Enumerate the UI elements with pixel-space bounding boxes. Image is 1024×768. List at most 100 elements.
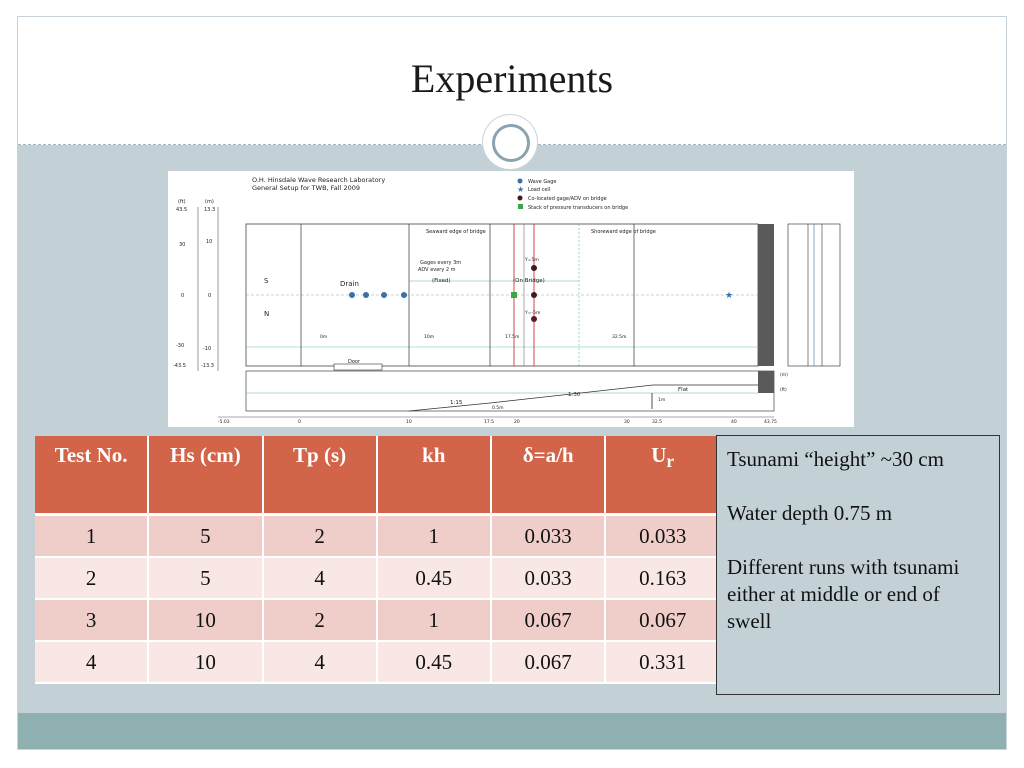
header-delta: δ=a/h: [490, 436, 607, 516]
legend-load-cell: Load cell: [528, 187, 550, 193]
table-row: 4 10 4 0.45 0.067 0.331: [35, 641, 719, 684]
label-door: Door: [348, 359, 361, 365]
label-depth-05: 0.5m: [492, 405, 504, 411]
table-cell: 0.067: [490, 599, 607, 642]
profile-view: [245, 370, 775, 412]
bottom-axis-tick: 40: [731, 419, 737, 425]
bottom-axis-tick: 30: [624, 419, 630, 425]
table-cell: 4: [35, 641, 150, 684]
table-cell: 10: [148, 599, 264, 642]
blue-dot-icon: [517, 178, 523, 184]
table-cell: 4: [262, 641, 378, 684]
table-cell: 0.45: [376, 557, 492, 600]
header-kh: kh: [376, 436, 492, 516]
table-cell: 0.033: [490, 514, 607, 558]
table-cell: 0.033: [490, 557, 607, 600]
svg-text:★: ★: [725, 291, 733, 301]
header-hs: Hs (cm): [148, 436, 264, 516]
bottom-axis-tick: 17.5: [484, 419, 494, 425]
label-depth-1: 1m: [658, 397, 665, 403]
legend-colocated: Co-located gage/ADV on bridge: [528, 196, 607, 202]
table-cell: 1: [376, 514, 492, 558]
note-runs: Different runs with tsunami either at mi…: [727, 555, 960, 633]
experiments-table: Test No. Hs (cm) Tp (s) kh δ=a/h Ur 1 5 …: [35, 436, 719, 684]
label-on-bridge: (On Bridge): [513, 278, 545, 284]
note-water-depth: Water depth 0.75 m: [727, 501, 893, 525]
label-n: N: [264, 310, 269, 318]
axis-ft-tick: -43.5: [173, 363, 186, 369]
green-square-icon: [518, 204, 523, 209]
label-drain: Drain: [340, 280, 359, 288]
axis-ft-tick: 0: [181, 293, 184, 299]
label-32m: 32.5m: [612, 334, 626, 340]
table-cell: 2: [262, 599, 378, 642]
header-ur: Ur: [605, 436, 719, 516]
header-tp: Tp (s): [262, 436, 378, 516]
axis-m-unit: (m): [205, 199, 214, 205]
header-test-no: Test No.: [35, 436, 150, 516]
table-cell: 1: [35, 514, 150, 558]
label-y5m-a: Y=5m: [524, 257, 539, 263]
table-row: 3 10 2 1 0.067 0.067: [35, 599, 719, 642]
label-17m: 17.5m: [505, 334, 519, 340]
table-cell: 0.331: [605, 641, 719, 684]
axis-m-tick: -10: [203, 346, 211, 352]
table-cell: 5: [148, 514, 264, 558]
ring-ornament-icon: [483, 115, 537, 169]
label-s: S: [264, 277, 269, 285]
bottom-axis-tick: 32.5: [652, 419, 662, 425]
bottom-axis-tick: -5.03: [218, 419, 230, 425]
table-cell: 2: [35, 557, 150, 600]
label-seaward: Seaward edge of bridge: [426, 229, 486, 235]
notes-box: Tsunami “height” ~30 cm Water depth 0.75…: [716, 435, 1000, 695]
bottom-axis-tick: 20: [514, 419, 520, 425]
axis-ft-tick: -30: [176, 343, 184, 349]
side-axis-m: (m): [780, 372, 788, 378]
diagram-heading-2: General Setup for TWB, Fall 2009: [252, 184, 360, 192]
dark-dot-icon: [517, 195, 523, 201]
table-cell: 5: [148, 557, 264, 600]
table-cell: 0.067: [605, 599, 719, 642]
axis-m-tick: -13.3: [201, 363, 214, 369]
blue-star-icon: ★: [517, 185, 524, 194]
diagram-svg: O.H. Hinsdale Wave Research Laboratory G…: [173, 176, 841, 425]
table-cell: 3: [35, 599, 150, 642]
slide: Experiments O.H. Hinsdale Wave Research …: [17, 16, 1007, 750]
label-slope-1: 1:15: [450, 400, 463, 406]
label-slope-2: 1:30: [568, 392, 581, 398]
table-row: 2 5 4 0.45 0.033 0.163: [35, 557, 719, 600]
beach-hatch: [758, 224, 774, 366]
table-cell: 1: [376, 599, 492, 642]
label-0m: 0m: [320, 334, 327, 340]
table-row: 1 5 2 1 0.033 0.033: [35, 514, 719, 558]
axis-ft-tick: 30: [179, 242, 185, 248]
lab-setup-diagram: O.H. Hinsdale Wave Research Laboratory G…: [168, 171, 854, 427]
axis-m-tick: 13.3: [204, 207, 215, 213]
footer-band: [18, 713, 1006, 749]
legend-wave-gage: Wave Gage: [528, 179, 557, 185]
bottom-axis-tick: 0: [298, 419, 301, 425]
legend-pressure: Stack of pressure transducers on bridge: [528, 205, 628, 211]
table-cell: 0.067: [490, 641, 607, 684]
slide-title: Experiments: [410, 56, 614, 101]
label-10m: 10m: [424, 334, 434, 340]
side-axis-ft: (ft): [780, 387, 787, 393]
axis-ft-tick: 43.5: [176, 207, 187, 213]
label-y5m-b: Y=-5m: [524, 310, 540, 316]
label-adv-every: ADV every 2 m: [418, 267, 456, 273]
table-cell: 0.033: [605, 514, 719, 558]
header-ur-sub: r: [666, 451, 675, 472]
bottom-axis-tick: 10: [406, 419, 412, 425]
label-flat: Flat: [678, 387, 689, 393]
axis-m-tick: 0: [208, 293, 211, 299]
axis-ft-unit: (ft): [178, 199, 186, 205]
label-shoreward: Shoreward edge of bridge: [591, 229, 656, 235]
label-fixed: (Fixed): [432, 278, 451, 284]
table-cell: 0.45: [376, 641, 492, 684]
table-header-row: Test No. Hs (cm) Tp (s) kh δ=a/h Ur: [35, 436, 719, 516]
note-tsunami-height: Tsunami “height” ~30 cm: [727, 447, 944, 471]
label-gages-every: Gages every 3m: [420, 260, 461, 266]
table-cell: 4: [262, 557, 378, 600]
header-ur-main: U: [651, 443, 667, 467]
diagram-heading-1: O.H. Hinsdale Wave Research Laboratory: [252, 176, 385, 184]
